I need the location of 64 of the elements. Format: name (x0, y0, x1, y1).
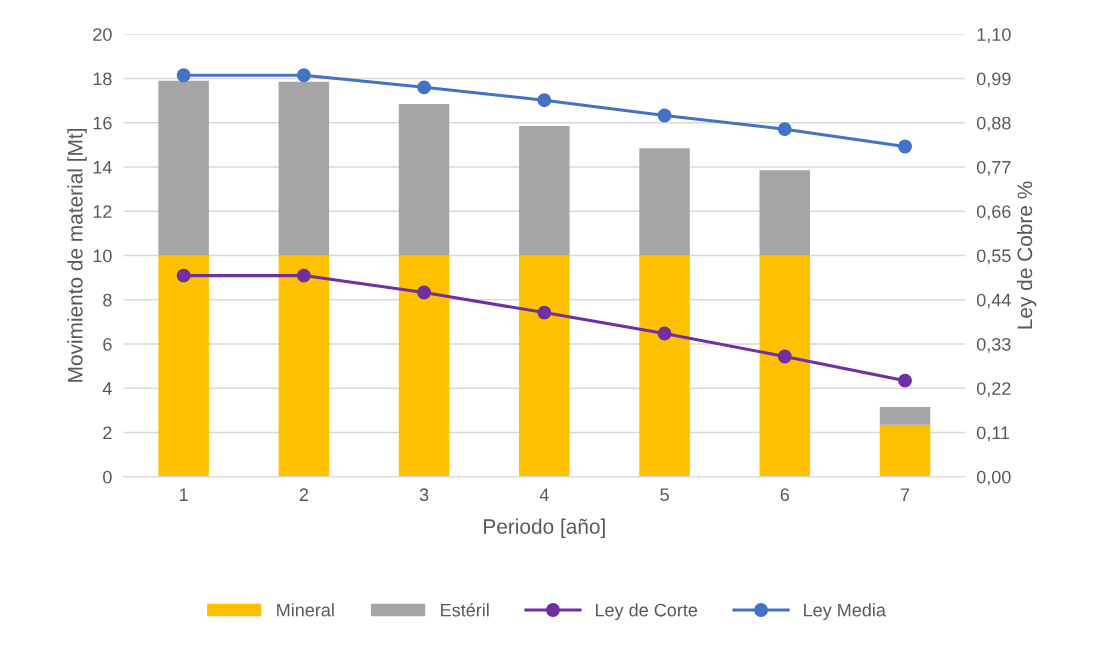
bar (759, 170, 811, 256)
bar (879, 407, 931, 425)
y2-tick-label: 0,88 (976, 116, 1011, 132)
bar (519, 255, 570, 477)
point (176, 268, 191, 283)
y2-axis-title: Ley de Cobre % (1016, 181, 1037, 329)
bar (158, 255, 209, 477)
y2-tick-label: 0,11 (976, 426, 1010, 442)
point (898, 139, 912, 154)
y-tick-label: 18 (93, 72, 112, 86)
y-tick-label: 0 (103, 470, 112, 484)
point (777, 349, 792, 364)
legend-label: Ley Media (804, 603, 886, 621)
x-tick-label: 5 (660, 488, 669, 502)
y-tick-label: 14 (93, 161, 112, 174)
x-tick-label: 4 (539, 488, 549, 501)
y-tick-label: 2 (103, 426, 112, 440)
y-tick-label: 20 (93, 28, 112, 41)
y-tick-label: 16 (93, 116, 112, 130)
bar (639, 148, 690, 256)
y-tick-label: 4 (102, 382, 112, 395)
legend-label: Estéril (441, 603, 489, 617)
y2-tick-label: 0,55 (976, 249, 1011, 265)
x-tick-label: 1 (179, 488, 188, 501)
y2-tick-label: 0,44 (976, 293, 1011, 309)
point (417, 80, 432, 95)
y-tick-label: 10 (93, 249, 112, 263)
point (777, 122, 792, 137)
y2-tick-label: 0,00 (976, 470, 1011, 486)
bar (639, 255, 690, 477)
x-tick-label: 2 (299, 488, 308, 501)
point (296, 68, 311, 83)
point (176, 68, 191, 83)
legend-label: Ley de Corte (595, 603, 698, 621)
y-tick-label: 6 (103, 337, 112, 351)
point (537, 305, 552, 320)
y-axis-title: Movimiento de material [Mt] (67, 129, 87, 382)
y2-tick-label: 0,66 (976, 205, 1011, 221)
y2-tick-label: 0,99 (976, 72, 1011, 88)
y2-tick-label: 0,22 (976, 382, 1011, 398)
point (296, 268, 311, 283)
y2-tick-label: 1,10 (977, 28, 1011, 44)
bar (398, 255, 450, 477)
point (898, 373, 912, 388)
point (537, 93, 552, 108)
bar (278, 255, 330, 477)
bar (759, 255, 811, 477)
x-tick-label: 6 (780, 488, 789, 502)
point (657, 326, 672, 341)
bar (278, 81, 330, 256)
y-tick-label: 12 (93, 205, 112, 218)
bar (398, 103, 450, 256)
point (417, 285, 432, 300)
y2-tick-label: 0,33 (976, 337, 1011, 353)
bar (879, 424, 931, 477)
legend-label: Mineral (277, 603, 334, 617)
bar (519, 126, 570, 256)
x-tick-label: 7 (900, 488, 910, 501)
x-axis-title: Periodo [año] (484, 518, 605, 538)
bar (158, 80, 209, 256)
point (657, 108, 672, 123)
y-tick-label: 8 (103, 293, 112, 307)
y2-tick-label: 0,77 (976, 160, 1011, 176)
x-tick-label: 3 (419, 488, 429, 502)
